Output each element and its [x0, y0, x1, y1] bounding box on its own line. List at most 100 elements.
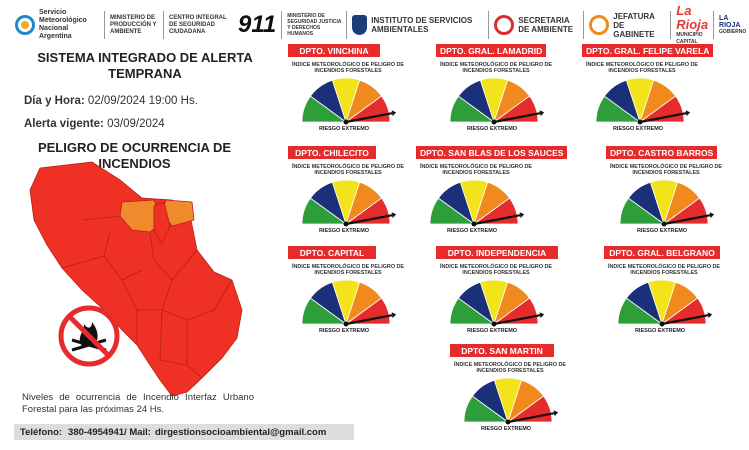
gauge-subtitle: ÍNDICE METEOROLÓGICO DE PELIGRO DE INCEN… [453, 362, 566, 374]
gauge-needle [345, 214, 393, 226]
department-panel: DPTO. CASTRO BARROS ÍNDICE METEOROLÓGICO … [606, 146, 726, 241]
department-panel: DPTO. SAN MARTIN ÍNDICE METEOROLÓGICO DE … [450, 344, 570, 439]
gauge-subtitle: ÍNDICE METEOROLÓGICO DE PELIGRO DE INCEN… [419, 164, 532, 176]
department-label: DPTO. SAN BLAS DE LOS SAUCES [416, 146, 568, 159]
fire-danger-gauge [595, 77, 691, 125]
num-911: 911 [238, 11, 277, 38]
fire-danger-gauge [449, 279, 545, 327]
gauge-needle [345, 112, 393, 124]
gauge-needle-tip [539, 110, 545, 117]
gauge-needle-tip [391, 312, 397, 319]
gauge-hub [659, 321, 665, 327]
alerta-row: Alerta vigente: 03/09/2024 [24, 118, 165, 130]
department-label: DPTO. CASTRO BARROS [606, 146, 718, 159]
department-panel: DPTO. CHILECITO ÍNDICE METEOROLÓGICO DE P… [288, 146, 408, 241]
ifs-logo: INSTITUTO DE SERVICIOS AMBIENTALES [347, 11, 490, 39]
gauge-hub [637, 119, 643, 125]
jefatura-icon [589, 15, 610, 35]
niveles-text: Niveles de ocurrencia de Incendio Interf… [22, 392, 254, 415]
risk-label: RIESGO EXTREMO [636, 228, 688, 234]
department-label: DPTO. VINCHINA [288, 44, 380, 57]
header-logos: Servicio Meteorológico Nacional Argentin… [10, 4, 746, 45]
jefatura-text: JEFATURA DE GABINETE [613, 11, 655, 39]
fire-danger-gauge [301, 77, 397, 125]
gauge-needle [661, 314, 709, 326]
peligro-title: PELIGRO DE OCURRENCIA DE INCENDIOS [37, 140, 232, 171]
gauge-subtitle: ÍNDICE METEOROLÓGICO DE PELIGRO DE INCEN… [585, 62, 698, 74]
department-panel: DPTO. GRAL. LAMADRID ÍNDICE METEOROLÓGICO… [436, 44, 556, 139]
alerta-label: Alerta vigente: [24, 118, 104, 130]
fire-danger-gauge [301, 279, 397, 327]
gauge-needle-tip [391, 110, 397, 117]
smn-logo: Servicio Meteorológico Nacional Argentin… [10, 9, 105, 40]
rioja-capital-sub: MUNICIPIO CAPITAL [676, 32, 703, 45]
gauge-hub [491, 119, 497, 125]
department-panel: DPTO. INDEPENDENCIA ÍNDICE METEOROLÓGICO … [436, 246, 558, 341]
department-panel: DPTO. GRAL. FELIPE VARELA ÍNDICE METEOROL… [582, 44, 714, 139]
jefatura-logo: JEFATURA DE GABINETE [584, 11, 672, 39]
gauge-hub [491, 321, 497, 327]
rioja-gobierno-logo: LA RIOJA GOBIERNO [714, 11, 749, 39]
gauge-needle-tip [553, 410, 559, 417]
fire-danger-gauge [463, 377, 559, 425]
fire-danger-gauge [617, 279, 713, 327]
smn-icon [15, 15, 35, 35]
department-label: DPTO. GRAL. FELIPE VARELA [582, 44, 714, 57]
department-panel: DPTO. CAPITAL ÍNDICE METEOROLÓGICO DE PEL… [288, 246, 408, 341]
gauge-hub [505, 419, 511, 425]
centro-911-text: CENTRO INTEGRAL DE SEGURIDAD CIUDADANA [169, 14, 227, 35]
gauge-subtitle: ÍNDICE METEOROLÓGICO DE PELIGRO DE INCEN… [291, 164, 404, 176]
shield-icon [352, 15, 368, 35]
map-region-alto [153, 201, 171, 245]
department-label: DPTO. SAN MARTIN [450, 344, 554, 357]
gauge-needle-tip [709, 212, 715, 219]
alerta-value: 03/09/2024 [107, 118, 165, 130]
gauge-subtitle: ÍNDICE METEOROLÓGICO DE PELIGRO DE INCEN… [609, 164, 722, 176]
no-fire-icon [58, 305, 120, 367]
fecha-label: Día y Hora: [24, 95, 85, 107]
gauge-needle-tip [539, 312, 545, 319]
fire-danger-gauge [619, 179, 715, 227]
risk-label: RIESGO EXTREMO [634, 328, 686, 334]
secretaria-text: SECRETARIA DE AMBIENTE [518, 16, 574, 34]
gauge-subtitle: ÍNDICE METEOROLÓGICO DE PELIGRO DE INCEN… [291, 62, 404, 74]
fire-danger-gauge [301, 179, 397, 227]
gauge-hub [343, 221, 349, 227]
gauge-needle-tip [519, 212, 525, 219]
department-label: DPTO. GRAL. LAMADRID [436, 44, 547, 57]
gauge-hub [661, 221, 667, 227]
gauge-subtitle: ÍNDICE METEOROLÓGICO DE PELIGRO DE INCEN… [291, 264, 404, 276]
department-panel: DPTO. VINCHINA ÍNDICE METEOROLÓGICO DE PE… [288, 44, 408, 139]
risk-label: RIESGO EXTREMO [446, 228, 498, 234]
secretaria-icon [494, 15, 515, 35]
gauge-subtitle: ÍNDICE METEOROLÓGICO DE PELIGRO DE INCEN… [439, 62, 552, 74]
gauge-hub [343, 119, 349, 125]
department-label: DPTO. GRAL. BELGRANO [604, 246, 720, 259]
mail-link[interactable]: dirgestionsocioambiental@gmail.com [154, 426, 327, 438]
mail-label: / Mail: [124, 426, 151, 438]
fire-danger-gauge [449, 77, 545, 125]
gauge-hub [343, 321, 349, 327]
fire-danger-gauge [429, 179, 525, 227]
produccion-text: MINISTERIO DE PRODUCCIÓN Y AMBIENTE [110, 14, 157, 35]
risk-label: RIESGO EXTREMO [480, 426, 532, 432]
gauge-needle [493, 112, 541, 124]
risk-label: RIESGO EXTREMO [466, 126, 518, 132]
rioja-capital-logo: La Rioja MUNICIPIO CAPITAL [671, 4, 715, 45]
system-title: SISTEMA INTEGRADO DE ALERTA TEMPRANA [20, 50, 270, 82]
gauge-needle [493, 314, 541, 326]
gauge-subtitle: ÍNDICE METEOROLÓGICO DE PELIGRO DE INCEN… [607, 264, 720, 276]
ifs-text: INSTITUTO DE SERVICIOS AMBIENTALES [371, 16, 473, 34]
risk-label: RIESGO EXTREMO [318, 228, 370, 234]
produccion-logo: MINISTERIO DE PRODUCCIÓN Y AMBIENTE [105, 11, 164, 39]
risk-label: RIESGO EXTREMO [318, 126, 370, 132]
department-panel: DPTO. SAN BLAS DE LOS SAUCES ÍNDICE METEO… [416, 146, 568, 241]
gauge-needle [473, 214, 521, 226]
gauge-needle-tip [707, 312, 713, 319]
smn-text: Servicio Meteorológico Nacional Argentin… [39, 9, 87, 40]
gauge-subtitle: ÍNDICE METEOROLÓGICO DE PELIGRO DE INCEN… [439, 264, 552, 276]
seguridad-text: MINISTERIO DE SEGURIDAD JUSTICIA Y DEREC… [287, 13, 342, 37]
risk-label: RIESGO EXTREMO [466, 328, 518, 334]
rioja-gobierno-text: LA RIOJA [719, 14, 741, 29]
contact-bar: Teléfono: 380-4954941 / Mail: dirgestion… [14, 424, 354, 440]
